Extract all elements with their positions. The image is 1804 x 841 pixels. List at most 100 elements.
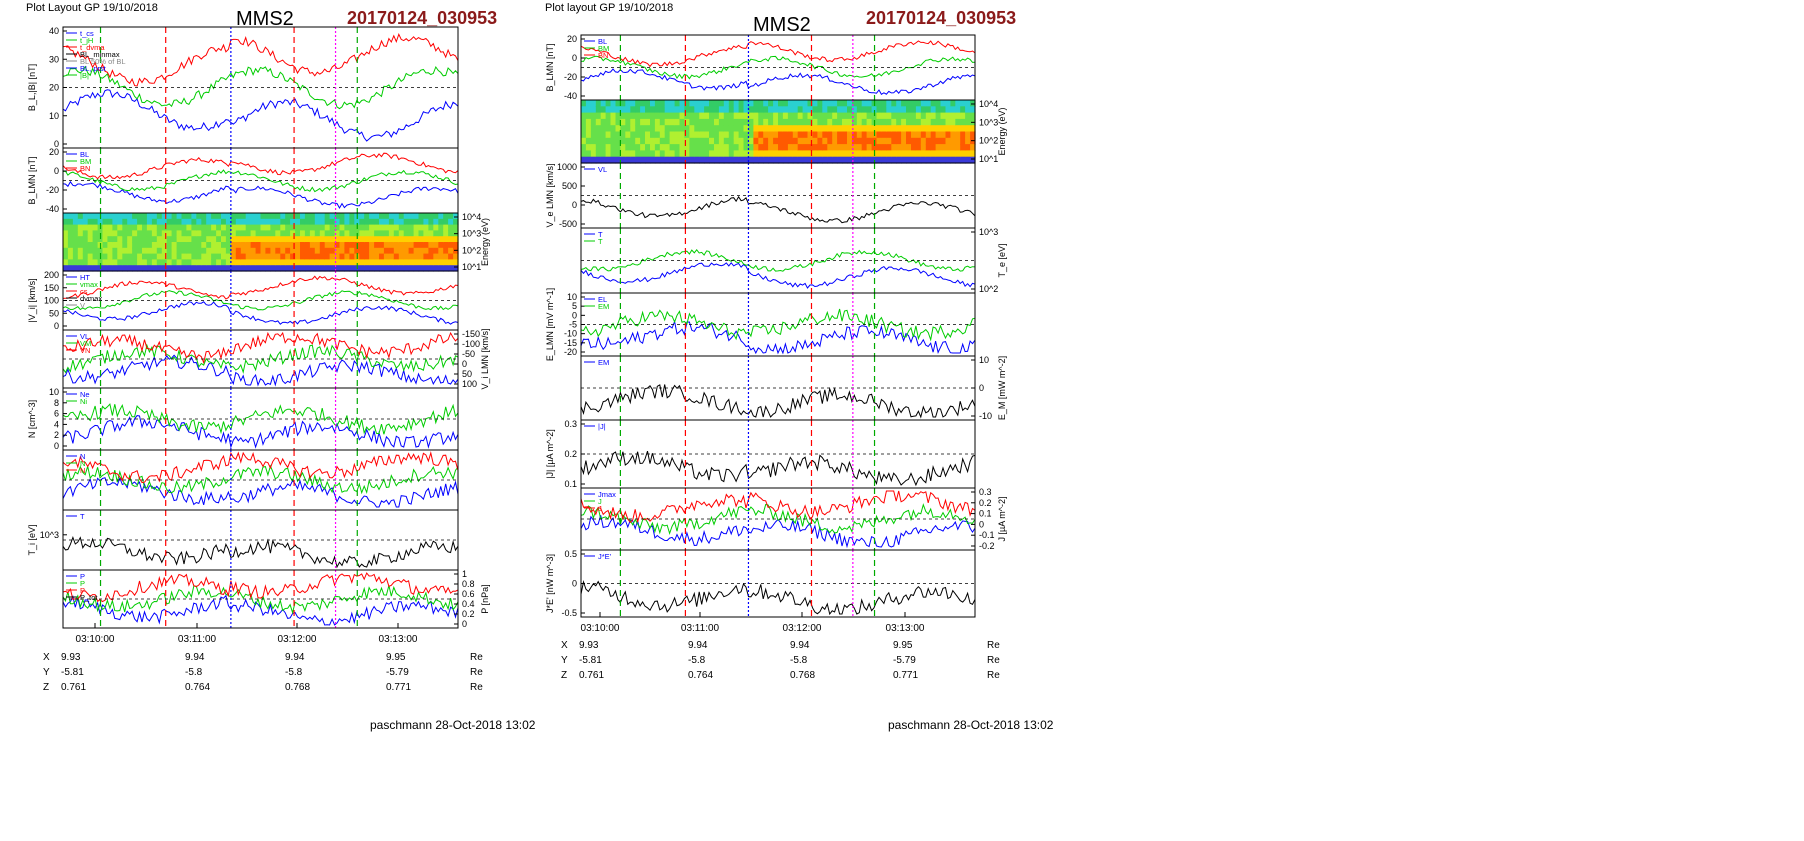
spectrogram-cell bbox=[689, 118, 695, 126]
spectrogram-cell bbox=[191, 253, 197, 260]
spectrogram-cell bbox=[433, 230, 439, 237]
spectrogram-cell bbox=[955, 100, 961, 107]
ephemeris-value: -5.79 bbox=[386, 667, 409, 678]
spectrogram-cell bbox=[151, 253, 158, 260]
spectrogram-cell bbox=[151, 265, 158, 272]
spectrogram-cell bbox=[915, 125, 922, 133]
spectrogram-cell bbox=[792, 106, 799, 114]
spectrogram-cell bbox=[650, 150, 656, 158]
spectrogram-cell bbox=[768, 131, 774, 139]
spectrogram-cell bbox=[112, 230, 118, 237]
spectrogram-cell bbox=[453, 259, 459, 266]
spectrogram-cell bbox=[911, 100, 917, 107]
spectrogram-cell bbox=[211, 213, 217, 220]
spectrogram-cell bbox=[620, 150, 626, 158]
panel-frame bbox=[62, 270, 459, 331]
legend-label: J*E' bbox=[598, 552, 612, 561]
spectrogram-cell bbox=[738, 131, 745, 139]
spectrogram-cell bbox=[206, 224, 212, 231]
spectrogram-cell bbox=[295, 253, 301, 260]
spectrogram-cell bbox=[398, 230, 405, 237]
spectrogram-cell bbox=[610, 112, 616, 120]
spectrogram-cell bbox=[851, 131, 858, 139]
y-axis-label: V_i LMN [km/s] bbox=[480, 328, 490, 389]
spectrogram-cell bbox=[240, 253, 247, 260]
spectrogram-cell bbox=[255, 247, 262, 255]
spectrogram-cell bbox=[837, 112, 843, 120]
spectrogram-cell bbox=[369, 213, 375, 220]
spectrogram-cell bbox=[300, 253, 306, 260]
spectrogram-cell bbox=[300, 259, 306, 266]
spectrogram-cell bbox=[142, 253, 148, 260]
spectrogram-cell bbox=[398, 259, 405, 266]
spectrogram-cell bbox=[669, 156, 676, 164]
spectrogram-cell bbox=[906, 125, 912, 133]
spectrogram-cell bbox=[280, 265, 286, 272]
spectrogram-cell bbox=[161, 218, 168, 226]
spectrogram-cell bbox=[438, 253, 444, 260]
spectrogram-cell bbox=[344, 242, 350, 249]
spectrogram-cell bbox=[940, 106, 946, 114]
spectrogram-cell bbox=[290, 265, 296, 272]
series-line bbox=[580, 195, 976, 224]
spectrogram-cell bbox=[925, 106, 932, 114]
panel-frame bbox=[62, 147, 459, 214]
spectrogram-cell bbox=[156, 253, 163, 260]
series-line bbox=[62, 403, 459, 435]
spectrogram-cell bbox=[453, 247, 459, 255]
spectrogram-cell bbox=[344, 253, 350, 260]
spectrogram-cell bbox=[654, 156, 661, 164]
spectrogram-cell bbox=[797, 150, 804, 158]
spectrogram-cell bbox=[359, 259, 365, 266]
spectrogram-cell bbox=[285, 224, 291, 231]
legend-label: N bbox=[80, 466, 85, 475]
y-tick-label: 0.1 bbox=[979, 509, 992, 519]
spectrogram-cell bbox=[398, 236, 405, 243]
spectrogram-cell bbox=[146, 259, 153, 266]
spectrogram-cell bbox=[260, 247, 266, 255]
spectrogram-cell bbox=[388, 230, 395, 237]
spectrogram-cell bbox=[738, 156, 745, 164]
spectrogram-cell bbox=[709, 112, 715, 120]
spectrogram-cell bbox=[142, 259, 148, 266]
spectrogram-cell bbox=[753, 144, 759, 151]
spectrogram-cell bbox=[674, 137, 681, 145]
spectrogram-cell bbox=[630, 150, 636, 158]
spectrogram-cell bbox=[886, 131, 892, 139]
spectrogram-cell bbox=[620, 106, 626, 114]
spectrogram-cell bbox=[704, 144, 710, 151]
spectrogram-cell bbox=[156, 224, 163, 231]
spectrogram-cell bbox=[802, 156, 809, 164]
spectrogram-cell bbox=[654, 118, 661, 126]
legend-label: VM bbox=[80, 339, 91, 348]
spectrogram-cell bbox=[901, 144, 907, 151]
spectrogram-cell bbox=[615, 150, 621, 158]
spectrogram-cell bbox=[915, 100, 922, 107]
spectrogram-cell bbox=[329, 253, 336, 260]
spectrogram-cell bbox=[906, 131, 912, 139]
spectrogram-cell bbox=[920, 150, 927, 158]
spectrogram-cell bbox=[171, 242, 178, 249]
spectrogram-cell bbox=[684, 100, 690, 107]
spectrogram-cell bbox=[388, 224, 395, 231]
spectrogram-cell bbox=[704, 156, 710, 164]
spectrogram-cell bbox=[374, 259, 380, 266]
spectrogram-cell bbox=[314, 247, 321, 255]
spectrogram-cell bbox=[171, 265, 178, 272]
spectrogram-cell bbox=[600, 100, 607, 107]
spectrogram-cell bbox=[393, 247, 400, 255]
legend-label: BL, prst bbox=[80, 64, 107, 73]
y-tick-label: -500 bbox=[559, 219, 577, 229]
legend-label: cs bbox=[80, 287, 88, 296]
spectrogram-cell bbox=[881, 106, 887, 114]
spectrogram-cell bbox=[930, 150, 937, 158]
spectrogram-cell bbox=[630, 137, 636, 145]
spectrogram-cell bbox=[398, 242, 405, 249]
spectrogram-cell bbox=[374, 242, 380, 249]
spectrogram-cell bbox=[654, 131, 661, 139]
spectrogram-cell bbox=[265, 265, 271, 272]
spectrogram-cell bbox=[832, 112, 838, 120]
spectrogram-cell bbox=[925, 125, 932, 133]
spectrogram-cell bbox=[906, 144, 912, 151]
